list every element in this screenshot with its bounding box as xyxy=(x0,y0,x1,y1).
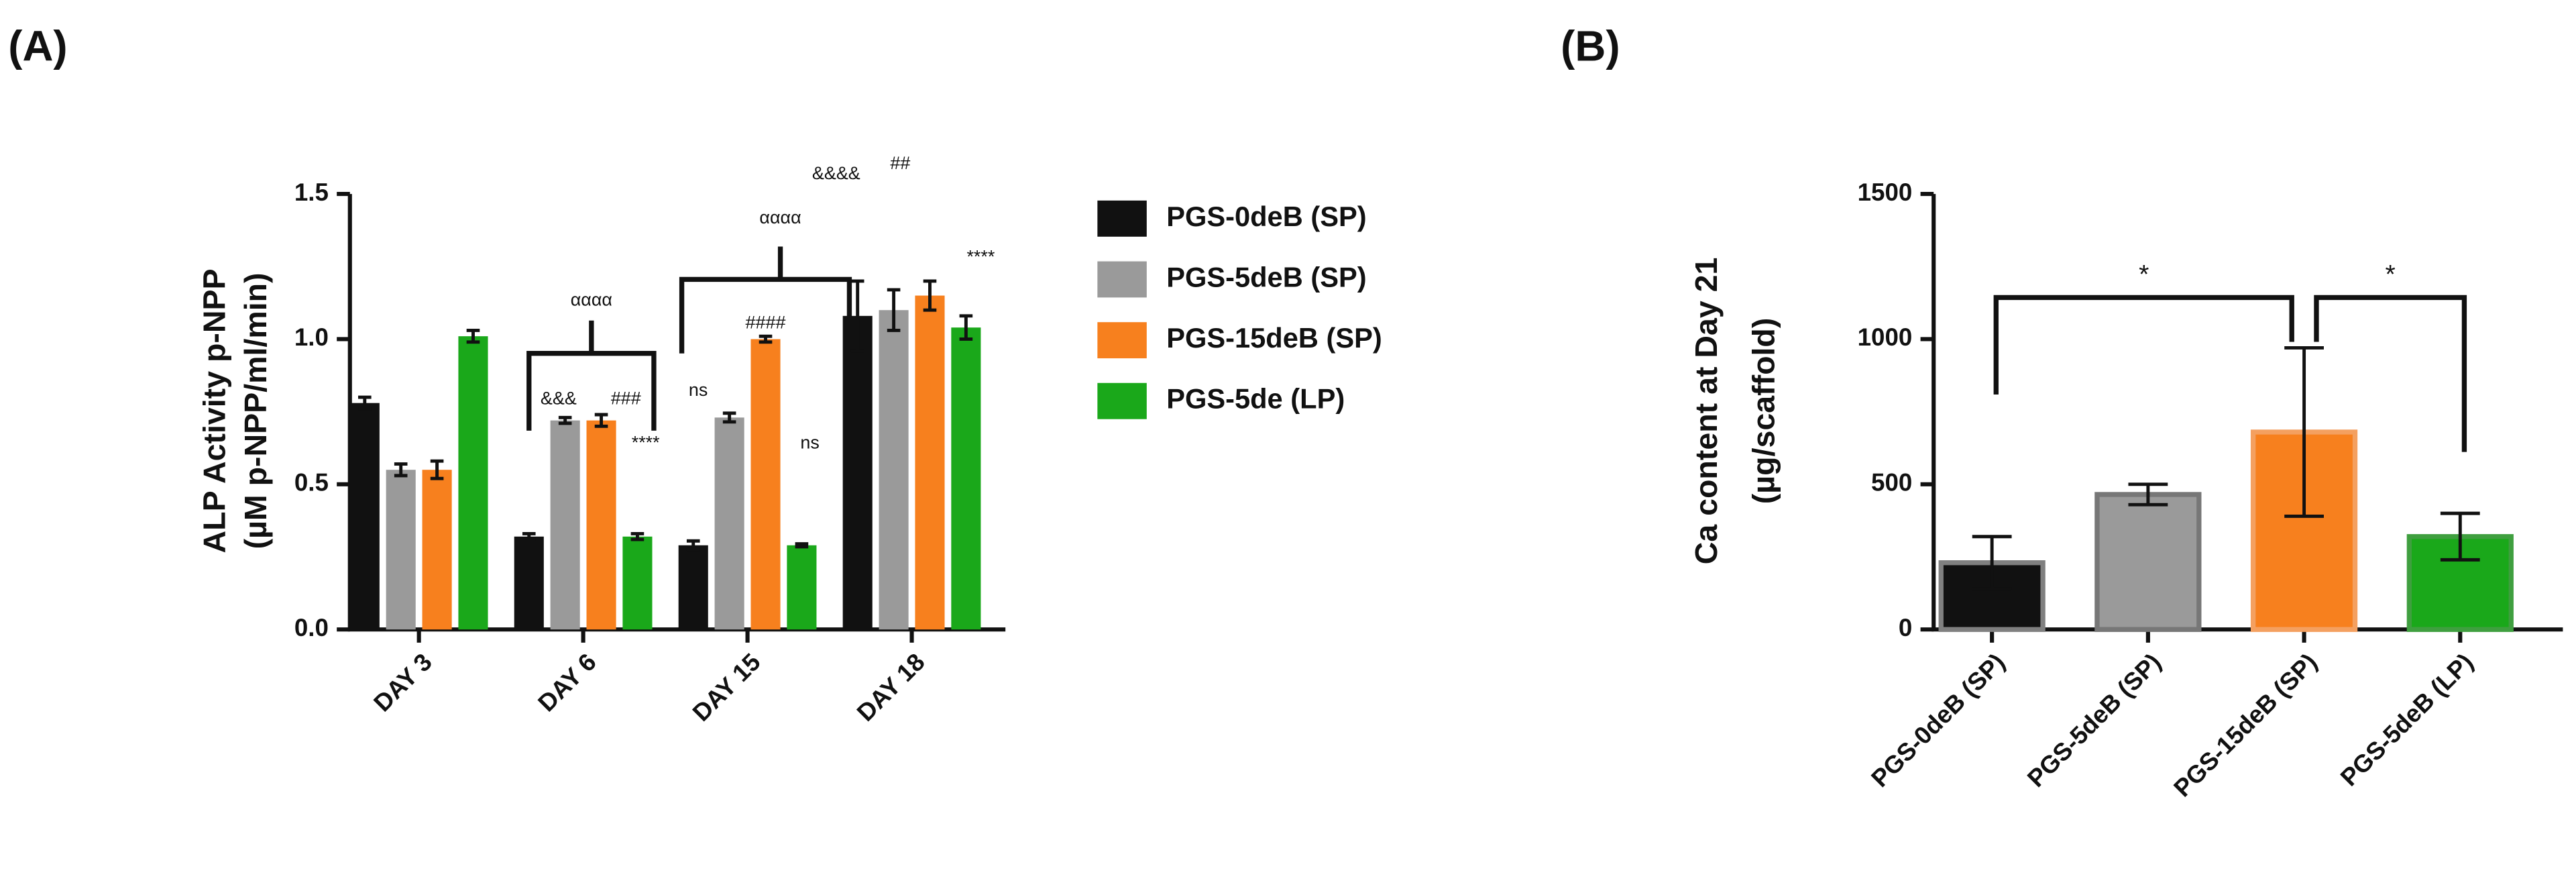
error-bar xyxy=(959,314,973,341)
y-axis-label: ALP Activity p-NPP xyxy=(197,268,232,553)
x-tick-label: PGS-0deB (SP) xyxy=(1866,648,2010,792)
annotation: * xyxy=(2139,260,2149,289)
x-tick-label: PGS-5deB (SP) xyxy=(2022,648,2166,792)
y-tick-label: 1.0 xyxy=(294,323,329,351)
bar xyxy=(787,545,817,630)
legend-swatch xyxy=(1097,200,1147,237)
error-bar xyxy=(558,415,572,425)
error-bar xyxy=(722,411,736,424)
annotation: αααα xyxy=(571,289,612,309)
bracket xyxy=(526,320,657,431)
annotation: **** xyxy=(632,433,660,453)
bar xyxy=(750,339,781,630)
annotation: ns xyxy=(800,433,819,453)
bar xyxy=(386,470,416,630)
x-tick-label: DAY 15 xyxy=(687,648,766,727)
error-bar xyxy=(466,329,480,344)
bar xyxy=(2094,492,2202,632)
error-bar xyxy=(630,531,645,541)
y-axis-label: (µM p-NPP/ml/min) xyxy=(238,272,273,549)
error-bar xyxy=(850,279,864,353)
error-bar xyxy=(2440,511,2480,562)
error-bar xyxy=(2128,482,2168,507)
annotation: #### xyxy=(746,313,786,333)
legend-label: PGS-5de (LP) xyxy=(1166,383,1345,415)
bar xyxy=(550,420,580,630)
panel-label: (B) xyxy=(1561,22,1620,70)
panel-label: (A) xyxy=(8,22,67,70)
annotation: **** xyxy=(966,247,995,267)
x-tick-label: DAY 6 xyxy=(533,648,602,717)
annotation: * xyxy=(2386,260,2396,289)
error-bar xyxy=(795,542,809,549)
error-bar xyxy=(522,531,536,541)
annotation: ### xyxy=(611,388,641,408)
legend-label: PGS-5deB (SP) xyxy=(1166,261,1366,293)
bar xyxy=(349,403,380,630)
annotation: ## xyxy=(890,153,910,173)
legend-swatch xyxy=(1097,322,1147,359)
y-tick-label: 0 xyxy=(1899,614,1912,641)
x-tick-label: PGS-5deB (LP) xyxy=(2335,648,2479,792)
y-axis-label: Ca content at Day 21 xyxy=(1689,258,1724,565)
bar xyxy=(915,295,945,630)
bar xyxy=(842,315,873,630)
bar xyxy=(951,327,981,630)
bar xyxy=(458,336,488,630)
annotation: αααα xyxy=(759,207,801,227)
legend-swatch xyxy=(1097,261,1147,298)
legend-swatch xyxy=(1097,382,1147,419)
error-bar xyxy=(358,395,372,411)
y-tick-label: 500 xyxy=(1871,469,1912,496)
bar xyxy=(714,417,744,630)
x-tick-label: DAY 3 xyxy=(368,648,437,717)
annotation: &&& xyxy=(541,388,577,408)
error-bar xyxy=(686,539,700,552)
x-tick-label: PGS-15deB (SP) xyxy=(2168,648,2322,802)
bar xyxy=(622,536,653,630)
y-axis-label: (µg/scaffold) xyxy=(1746,318,1781,505)
error-bar xyxy=(2284,346,2324,518)
y-tick-label: 0.0 xyxy=(294,614,329,641)
error-bar xyxy=(394,462,408,478)
x-tick-label: DAY 18 xyxy=(852,648,930,727)
bar xyxy=(422,470,452,630)
y-tick-label: 1000 xyxy=(1858,323,1913,351)
y-tick-label: 0.5 xyxy=(294,469,329,496)
bar xyxy=(879,310,909,630)
bar xyxy=(678,545,708,630)
error-bar xyxy=(887,288,901,332)
legend-label: PGS-15deB (SP) xyxy=(1166,322,1382,354)
bar xyxy=(586,420,616,630)
error-bar xyxy=(923,279,937,312)
bracket xyxy=(1993,295,2467,452)
error-bar xyxy=(430,459,444,480)
y-tick-label: 1.5 xyxy=(294,178,329,206)
annotation: &&&& xyxy=(812,163,860,183)
bar xyxy=(514,536,544,630)
annotation: ns xyxy=(689,380,708,400)
error-bar xyxy=(759,334,773,344)
error-bar xyxy=(1972,535,2012,591)
error-bar xyxy=(594,413,608,428)
y-tick-label: 1500 xyxy=(1858,178,1913,206)
legend-label: PGS-0deB (SP) xyxy=(1166,201,1366,232)
